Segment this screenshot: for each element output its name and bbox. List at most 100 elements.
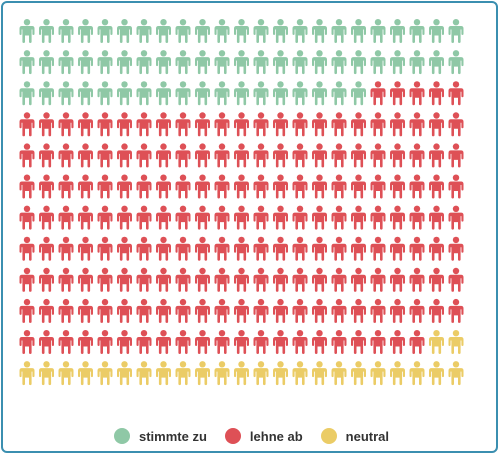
person-icon-lehne-ab <box>370 298 386 323</box>
person-icon-neutral <box>292 361 308 386</box>
person-icon-lehne-ab <box>117 298 132 323</box>
person-icon-lehne-ab <box>195 330 210 354</box>
person-icon-lehne-ab <box>429 298 444 323</box>
person-icon-lehne-ab <box>351 174 366 199</box>
person-icon-lehne-ab <box>390 112 405 137</box>
person-icon-stimmte-zu <box>175 81 191 106</box>
person-icon-neutral <box>97 361 113 386</box>
person-icon-stimmte-zu <box>234 19 249 43</box>
person-icon-lehne-ab <box>97 236 113 261</box>
person-icon-lehne-ab <box>136 112 152 137</box>
person-icon-lehne-ab <box>292 174 308 199</box>
pictogram-icons <box>19 19 464 386</box>
person-icon-lehne-ab <box>292 298 308 323</box>
legend-item-agree: stimmte zu <box>114 428 207 444</box>
person-icon-lehne-ab <box>390 330 405 354</box>
person-icon-lehne-ab <box>253 205 269 230</box>
person-icon-stimmte-zu <box>78 19 93 43</box>
person-icon-lehne-ab <box>390 267 405 292</box>
person-icon-lehne-ab <box>136 174 152 199</box>
legend-label-neutral: neutral <box>345 428 389 444</box>
person-icon-stimmte-zu <box>331 81 347 106</box>
person-icon-stimmte-zu <box>97 50 113 75</box>
person-icon-lehne-ab <box>448 267 464 292</box>
legend-item-reject: lehne ab <box>224 428 303 444</box>
legend-item-neutral: neutral <box>320 428 389 444</box>
person-icon-lehne-ab <box>78 267 93 292</box>
person-icon-lehne-ab <box>253 174 269 199</box>
person-icon-stimmte-zu <box>117 50 132 75</box>
person-icon-lehne-ab <box>58 330 74 354</box>
person-icon-lehne-ab <box>136 267 152 292</box>
person-icon-lehne-ab <box>351 143 366 168</box>
person-icon-lehne-ab <box>19 174 35 199</box>
person-icon-neutral <box>448 330 464 354</box>
person-icon-neutral <box>331 361 347 386</box>
person-icon-lehne-ab <box>19 143 35 168</box>
person-icon-stimmte-zu <box>195 81 210 106</box>
person-icon-lehne-ab <box>390 298 405 323</box>
person-icon-lehne-ab <box>97 205 113 230</box>
person-icon-lehne-ab <box>117 174 132 199</box>
person-icon-lehne-ab <box>390 174 405 199</box>
person-icon-stimmte-zu <box>195 50 210 75</box>
person-icon-stimmte-zu <box>214 81 230 106</box>
person-icon-neutral <box>351 361 366 386</box>
person-icon-lehne-ab <box>58 174 74 199</box>
person-icon-lehne-ab <box>370 174 386 199</box>
person-icon-stimmte-zu <box>175 50 191 75</box>
person-icon-lehne-ab <box>390 81 405 106</box>
person-icon-lehne-ab <box>292 330 308 354</box>
person-icon-lehne-ab <box>39 236 54 261</box>
legend-swatch-neutral <box>320 428 337 444</box>
person-icon-lehne-ab <box>234 330 249 354</box>
person-icon-stimmte-zu <box>58 81 74 106</box>
person-icon-lehne-ab <box>39 143 54 168</box>
person-icon-lehne-ab <box>195 267 210 292</box>
person-icon-stimmte-zu <box>156 50 171 75</box>
person-icon-stimmte-zu <box>370 19 386 43</box>
person-icon-lehne-ab <box>58 205 74 230</box>
person-icon-lehne-ab <box>331 330 347 354</box>
legend-swatch-reject <box>224 428 241 444</box>
person-icon-lehne-ab <box>58 112 74 137</box>
person-icon-lehne-ab <box>175 298 191 323</box>
person-icon-stimmte-zu <box>117 81 132 106</box>
person-icon-lehne-ab <box>214 267 230 292</box>
person-icon-lehne-ab <box>409 112 425 137</box>
person-icon-lehne-ab <box>390 236 405 261</box>
person-icon-lehne-ab <box>39 174 54 199</box>
person-icon-lehne-ab <box>156 174 171 199</box>
legend-swatch-agree <box>114 428 130 444</box>
person-icon-stimmte-zu <box>136 19 152 43</box>
person-icon-lehne-ab <box>292 143 308 168</box>
person-icon-lehne-ab <box>273 205 288 230</box>
chart-frame <box>1 1 498 453</box>
person-icon-lehne-ab <box>273 236 288 261</box>
person-icon-stimmte-zu <box>136 81 152 106</box>
person-icon-lehne-ab <box>253 143 269 168</box>
person-icon-lehne-ab <box>156 143 171 168</box>
person-icon-lehne-ab <box>156 330 171 354</box>
person-icon-lehne-ab <box>117 112 132 137</box>
person-icon-neutral <box>390 361 405 386</box>
person-icon-neutral <box>19 361 35 386</box>
person-icon-stimmte-zu <box>78 81 93 106</box>
person-icon-lehne-ab <box>195 205 210 230</box>
person-icon-lehne-ab <box>97 143 113 168</box>
person-icon-lehne-ab <box>409 298 425 323</box>
person-icon-lehne-ab <box>370 112 386 137</box>
person-icon-stimmte-zu <box>312 81 327 106</box>
person-icon-lehne-ab <box>312 112 327 137</box>
person-icon-lehne-ab <box>273 330 288 354</box>
person-icon-lehne-ab <box>58 298 74 323</box>
person-icon-lehne-ab <box>175 174 191 199</box>
person-icon-stimmte-zu <box>175 19 191 43</box>
person-icon-lehne-ab <box>195 236 210 261</box>
person-icon-neutral <box>409 361 425 386</box>
person-icon-lehne-ab <box>448 143 464 168</box>
person-icon-neutral <box>136 361 152 386</box>
person-icon-lehne-ab <box>214 205 230 230</box>
person-icon-lehne-ab <box>78 236 93 261</box>
person-icon-stimmte-zu <box>429 19 444 43</box>
